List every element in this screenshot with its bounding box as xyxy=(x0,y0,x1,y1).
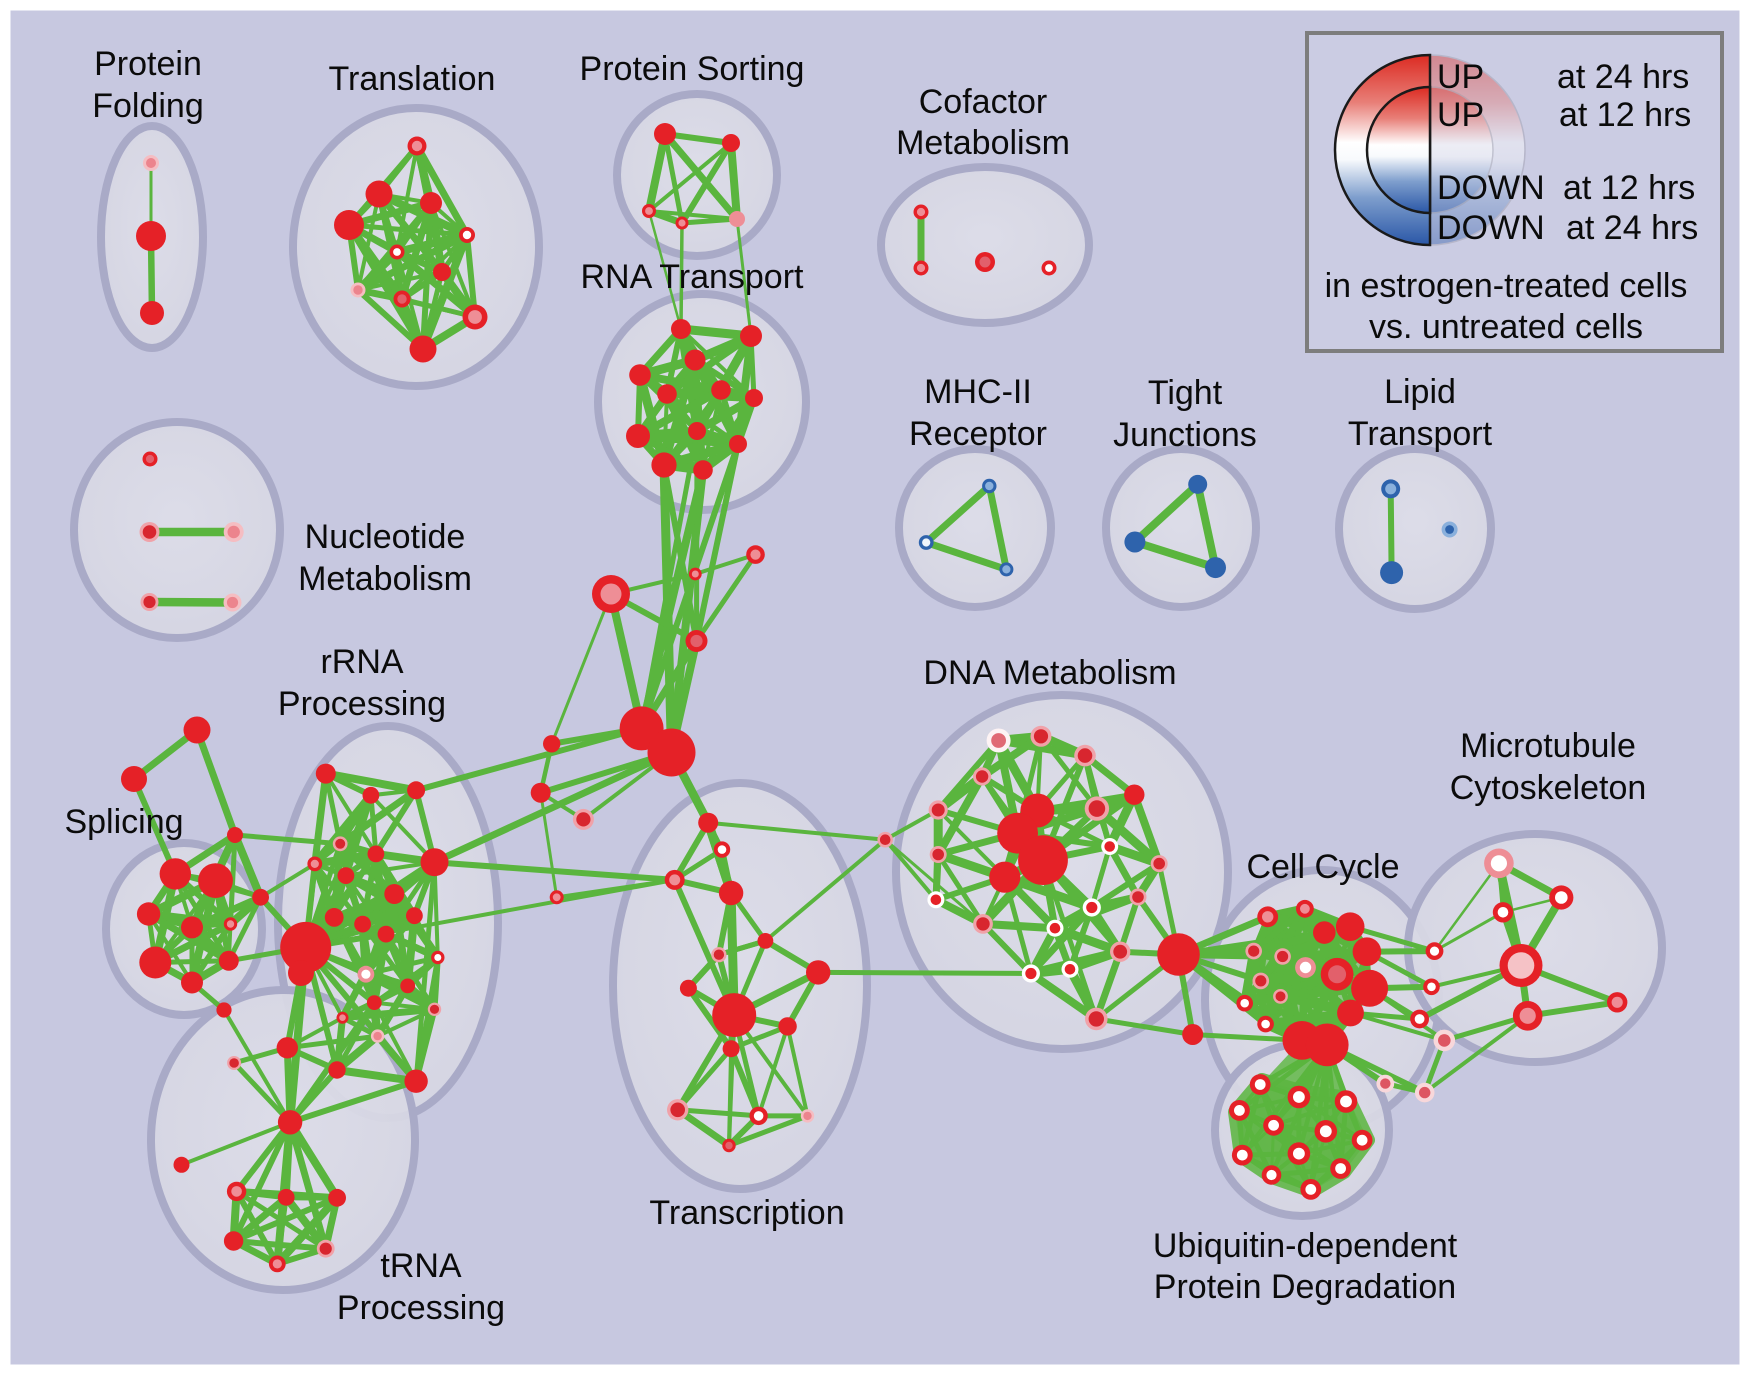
svg-text:DOWN: DOWN xyxy=(1437,169,1545,207)
svg-text:Protein Degradation: Protein Degradation xyxy=(1154,1268,1456,1306)
svg-text:Cell Cycle: Cell Cycle xyxy=(1246,848,1399,886)
svg-text:tRNA: tRNA xyxy=(380,1247,462,1285)
svg-text:Translation: Translation xyxy=(329,60,496,98)
svg-text:UP: UP xyxy=(1437,58,1484,96)
svg-text:DNA Metabolism: DNA Metabolism xyxy=(923,654,1176,692)
svg-text:Metabolism: Metabolism xyxy=(896,124,1070,162)
svg-text:Cytoskeleton: Cytoskeleton xyxy=(1450,769,1647,807)
svg-text:Folding: Folding xyxy=(92,87,204,125)
svg-text:at 24 hrs: at 24 hrs xyxy=(1566,209,1698,247)
svg-text:in estrogen-treated cells: in estrogen-treated cells xyxy=(1325,267,1688,305)
svg-text:MHC-II: MHC-II xyxy=(924,373,1032,411)
svg-text:Receptor: Receptor xyxy=(909,415,1047,453)
svg-text:Junctions: Junctions xyxy=(1113,416,1257,454)
svg-text:at 12 hrs: at 12 hrs xyxy=(1563,169,1695,207)
svg-text:Processing: Processing xyxy=(278,685,446,723)
svg-text:Splicing: Splicing xyxy=(64,803,183,841)
svg-text:DOWN: DOWN xyxy=(1437,209,1545,247)
svg-text:Metabolism: Metabolism xyxy=(298,560,472,598)
svg-text:Ubiquitin-dependent: Ubiquitin-dependent xyxy=(1153,1227,1458,1265)
svg-text:Nucleotide: Nucleotide xyxy=(305,518,466,556)
svg-text:Transcription: Transcription xyxy=(649,1194,844,1232)
svg-text:at 24 hrs: at 24 hrs xyxy=(1557,58,1689,96)
svg-text:Cofactor: Cofactor xyxy=(919,83,1048,121)
svg-text:Processing: Processing xyxy=(337,1289,505,1327)
svg-text:Protein Sorting: Protein Sorting xyxy=(580,50,805,88)
svg-text:Tight: Tight xyxy=(1148,374,1223,412)
svg-text:Microtubule: Microtubule xyxy=(1460,727,1636,765)
svg-text:Lipid: Lipid xyxy=(1384,373,1456,411)
svg-text:vs. untreated cells: vs. untreated cells xyxy=(1369,308,1643,346)
svg-text:Protein: Protein xyxy=(94,45,202,83)
svg-text:at 12 hrs: at 12 hrs xyxy=(1559,96,1691,134)
svg-text:RNA Transport: RNA Transport xyxy=(581,258,805,296)
svg-text:Transport: Transport xyxy=(1348,415,1493,453)
svg-text:rRNA: rRNA xyxy=(320,643,403,681)
svg-text:UP: UP xyxy=(1437,96,1484,134)
